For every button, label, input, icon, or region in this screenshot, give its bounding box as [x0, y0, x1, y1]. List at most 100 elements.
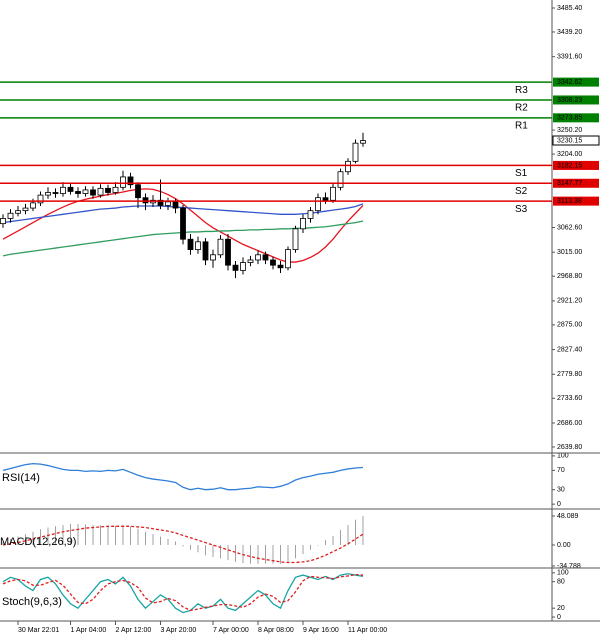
candle-body — [360, 140, 366, 144]
histogram-bar — [340, 529, 341, 546]
candle-body — [120, 176, 126, 188]
histogram-bar — [2, 541, 4, 546]
candle-body — [157, 199, 164, 206]
y-tick-label: -34.788 — [557, 563, 581, 570]
indicator-line — [2, 188, 364, 263]
candle-body — [45, 192, 51, 196]
y-tick-label: 3250.20 — [557, 127, 582, 134]
candle-body — [112, 186, 119, 193]
candle-body — [7, 212, 14, 219]
histogram-bar — [152, 534, 154, 546]
candle-body — [307, 210, 314, 219]
histogram-bar — [40, 529, 41, 546]
histogram-bar — [272, 545, 274, 564]
candle-body — [97, 187, 104, 196]
histogram-bar — [145, 531, 146, 546]
level-name: S3 — [515, 204, 528, 215]
candle-body — [232, 264, 239, 271]
y-tick-label: 0 — [557, 614, 561, 621]
candle-body — [22, 207, 29, 212]
level-price: 3308.23 — [557, 97, 582, 104]
histogram-bar — [167, 538, 169, 546]
y-tick-label: 0.00 — [557, 542, 571, 549]
histogram-bar — [257, 545, 259, 564]
histogram-bar — [107, 525, 109, 546]
level-name: S1 — [515, 168, 528, 179]
histogram-bar — [205, 545, 206, 556]
level-price-box — [553, 196, 599, 206]
panel-label: RSI(14) — [2, 472, 40, 484]
candle-body — [142, 197, 149, 204]
y-tick-label: 2875.00 — [557, 322, 582, 329]
candle-body — [270, 259, 276, 266]
candle-body — [195, 241, 201, 251]
histogram-bar — [235, 545, 236, 562]
y-tick-label: 3015.00 — [557, 249, 582, 256]
histogram-bar — [55, 526, 56, 546]
candle-body — [337, 171, 344, 188]
level-name: R1 — [515, 120, 528, 131]
candle-body — [15, 210, 21, 214]
candle-body — [225, 238, 231, 266]
last-price: 3230.15 — [557, 137, 582, 144]
histogram-bar — [310, 545, 311, 550]
y-tick-label: 2827.40 — [557, 346, 582, 353]
histogram-bar — [100, 525, 101, 546]
y-tick-label: 30 — [557, 487, 565, 494]
x-tick-label: 9 Apr 16:00 — [303, 627, 339, 634]
y-tick-label: 3439.20 — [557, 29, 582, 36]
histogram-bar — [302, 545, 304, 555]
histogram-bar — [160, 536, 161, 546]
candle-body — [345, 160, 351, 173]
histogram-bar — [197, 545, 199, 553]
histogram-bar — [47, 527, 49, 546]
histogram-bar — [10, 538, 11, 546]
y-tick-label: 3062.60 — [557, 224, 582, 231]
histogram-bar — [25, 534, 26, 546]
candle-body — [202, 241, 209, 261]
y-tick-label: 2968.80 — [557, 273, 582, 280]
histogram-bar — [62, 525, 64, 546]
candle-body — [180, 207, 186, 240]
level-price-box — [553, 160, 599, 170]
histogram-bar — [190, 545, 191, 550]
histogram-bar — [70, 523, 71, 546]
y-tick-label: 100 — [557, 570, 569, 577]
y-tick-label: 100 — [557, 453, 569, 460]
candle-body — [60, 186, 66, 194]
y-tick-label: 0 — [557, 501, 561, 508]
candle-body — [247, 259, 254, 263]
panel-label: Stoch(9,6,3) — [2, 596, 62, 608]
candle-body — [37, 194, 44, 204]
last-price-box — [552, 135, 600, 146]
histogram-bar — [115, 525, 116, 546]
candle-body — [82, 189, 89, 194]
histogram-bar — [220, 545, 221, 559]
indicator-line — [2, 525, 364, 564]
histogram-bar — [17, 536, 19, 546]
candle-body — [352, 142, 359, 162]
level-price-box — [553, 178, 599, 188]
level-name: R3 — [515, 85, 528, 96]
histogram-bar — [175, 541, 176, 546]
level-name: R2 — [515, 103, 528, 114]
candle-body — [262, 254, 269, 261]
candle-body — [90, 189, 96, 196]
candle-body — [217, 238, 224, 256]
indicator-line — [2, 573, 364, 612]
candle-body — [75, 191, 81, 194]
candle-body — [172, 201, 179, 209]
histogram-bar — [355, 519, 356, 546]
level-price: 3342.62 — [557, 79, 582, 86]
candle-body — [277, 264, 284, 269]
y-tick-label: 2779.80 — [557, 371, 582, 378]
candle-body — [285, 249, 291, 269]
candle-body — [210, 254, 216, 261]
candle-body — [127, 176, 134, 186]
y-tick-label: 2686.00 — [557, 420, 582, 427]
x-tick-label: 1 Apr 04:00 — [71, 627, 107, 634]
layers: 3485.40 3439.20 3391.60 3250.20 3204.00 3062.… — [0, 5, 600, 634]
candle-body — [255, 254, 261, 261]
histogram-bar — [295, 545, 296, 559]
